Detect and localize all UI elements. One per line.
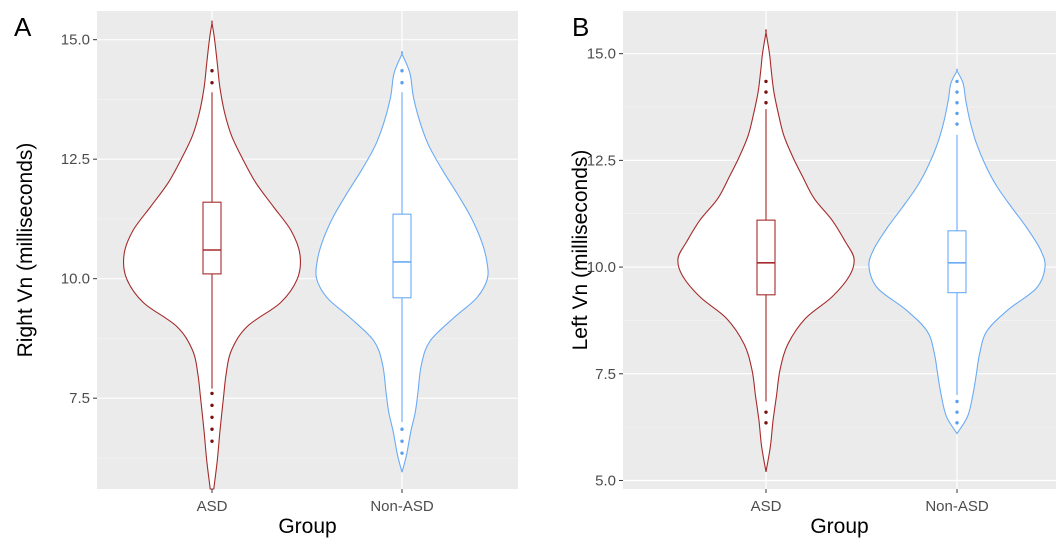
- box: [392, 213, 412, 299]
- outlier-point: [955, 421, 959, 425]
- y-tick-label: 5.0: [595, 472, 616, 489]
- box: [947, 230, 967, 294]
- y-tick-label: 10.0: [587, 259, 616, 276]
- y-tick-label: 7.5: [595, 366, 616, 383]
- panel-label: A: [14, 12, 32, 42]
- x-tick-label: ASD: [751, 498, 782, 515]
- panel-a: 7.5 10.0 12.5 15.0 ASD Non-ASD Group Right Vn (…: [14, 11, 518, 538]
- outlier-point: [400, 451, 404, 455]
- box: [756, 219, 776, 296]
- y-tick-label: 12.5: [61, 151, 90, 168]
- y-tick-label: 12.5: [587, 152, 616, 169]
- outlier-point: [210, 439, 214, 443]
- outlier-point: [210, 81, 214, 85]
- panel-b: 5.0 7.5 10.0 12.5 15.0 ASD Non-ASD Group Left Vn…: [569, 11, 1056, 538]
- x-axis-title: Group: [278, 515, 336, 538]
- outlier-point: [955, 90, 959, 94]
- outlier-point: [400, 69, 404, 73]
- outlier-point: [764, 101, 768, 105]
- outlier-point: [210, 69, 214, 73]
- outlier-point: [764, 79, 768, 84]
- y-tick-label: 10.0: [61, 271, 90, 288]
- outlier-point: [210, 415, 214, 419]
- y-tick-label: 15.0: [61, 32, 90, 49]
- y-tick-label: 15.0: [587, 46, 616, 63]
- outlier-point: [210, 403, 214, 408]
- outlier-point: [400, 439, 404, 443]
- x-tick-label: Non-ASD: [925, 498, 989, 515]
- y-tick-label: 7.5: [69, 390, 90, 407]
- y-axis-title: Right Vn (milliseconds): [14, 143, 37, 358]
- outlier-point: [210, 427, 214, 431]
- panel-label: B: [572, 12, 589, 42]
- violin-non-asd: [315, 51, 489, 473]
- outlier-point: [400, 81, 404, 85]
- violin-asd: [122, 20, 302, 490]
- outlier-point: [955, 399, 959, 404]
- y-axis-title: Left Vn (milliseconds): [569, 150, 592, 351]
- outlier-point: [764, 421, 768, 425]
- outlier-point: [764, 90, 768, 94]
- outlier-point: [955, 410, 959, 414]
- outlier-point: [764, 410, 768, 414]
- violin-non-asd: [868, 68, 1046, 435]
- violin-asd: [677, 29, 855, 472]
- outlier-point: [400, 427, 404, 431]
- x-axis-title: Group: [810, 515, 868, 538]
- x-tick-label: ASD: [197, 498, 228, 515]
- outlier-point: [955, 122, 959, 126]
- outlier-point: [955, 111, 959, 116]
- outlier-point: [210, 391, 214, 396]
- box: [202, 201, 222, 275]
- outlier-point: [955, 79, 959, 84]
- x-tick-label: Non-ASD: [370, 498, 434, 515]
- outlier-point: [955, 101, 959, 105]
